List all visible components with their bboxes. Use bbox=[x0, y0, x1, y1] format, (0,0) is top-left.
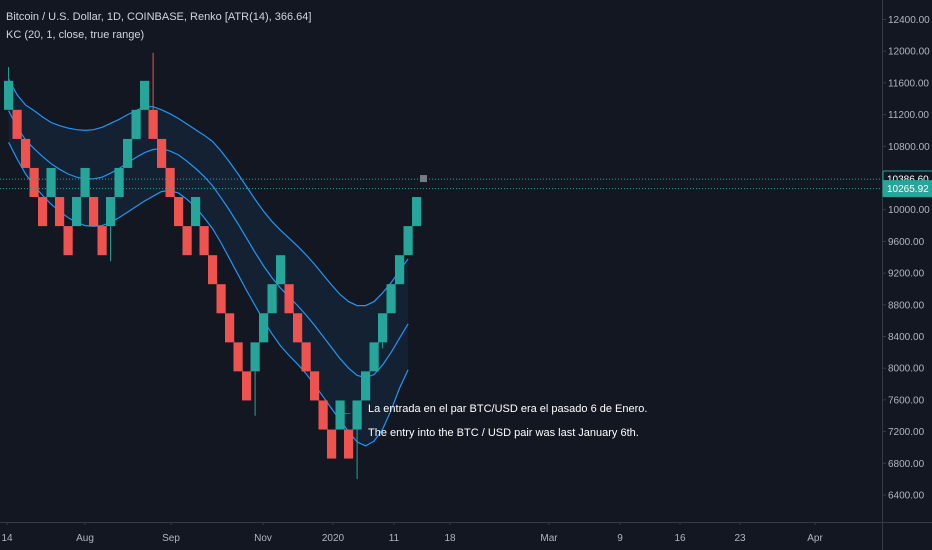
renko-brick-down[interactable] bbox=[225, 313, 235, 343]
renko-brick-up[interactable] bbox=[140, 80, 150, 110]
price-tag[interactable] bbox=[882, 180, 932, 198]
renko-brick-down[interactable] bbox=[208, 255, 218, 285]
renko-brick-down[interactable] bbox=[38, 197, 48, 227]
renko-brick-up[interactable] bbox=[114, 167, 124, 198]
renko-brick-up[interactable] bbox=[276, 255, 286, 285]
x-tick-label: Mar bbox=[540, 533, 558, 544]
chart-title: Bitcoin / U.S. Dollar, 1D, COINBASE, Ren… bbox=[6, 11, 312, 23]
renko-brick-up[interactable] bbox=[403, 226, 413, 256]
y-tick-label: 7200.00 bbox=[888, 427, 925, 438]
y-tick-label: 7600.00 bbox=[888, 395, 925, 406]
y-tick-label: 9200.00 bbox=[888, 269, 925, 280]
y-tick-label: 11200.00 bbox=[888, 110, 929, 121]
price-axis[interactable]: 6400.00 6800.00 7200.00 7600.00 8000.00 8400.… bbox=[882, 15, 932, 502]
renko-brick-down[interactable] bbox=[318, 400, 328, 430]
x-tick-label: 11 bbox=[389, 533, 400, 544]
y-tick-label: 8800.00 bbox=[888, 300, 925, 311]
y-tick-label: 12000.00 bbox=[888, 47, 930, 58]
left-arrow-icon: ← bbox=[339, 403, 353, 419]
y-tick-label: 10800.00 bbox=[888, 142, 930, 153]
renko-brick-down[interactable] bbox=[97, 226, 107, 256]
renko-brick-up[interactable] bbox=[72, 197, 82, 227]
renko-brick-down[interactable] bbox=[233, 342, 243, 372]
y-tick-label: 9600.00 bbox=[888, 237, 925, 248]
renko-brick-up[interactable] bbox=[123, 138, 133, 168]
renko-brick-down[interactable] bbox=[165, 167, 175, 198]
x-tick-label: 18 bbox=[444, 533, 456, 544]
renko-brick-down[interactable] bbox=[310, 371, 320, 401]
renko-brick-up[interactable] bbox=[378, 313, 388, 343]
keltner-middle-line bbox=[8, 110, 409, 379]
keltner-upper-line bbox=[8, 78, 409, 307]
renko-brick-up[interactable] bbox=[361, 371, 371, 401]
renko-brick-down[interactable] bbox=[12, 109, 22, 139]
renko-brick-down[interactable] bbox=[216, 284, 226, 314]
renko-brick-down[interactable] bbox=[199, 226, 209, 256]
renko-brick-up[interactable] bbox=[412, 197, 422, 227]
renko-brick-down[interactable] bbox=[301, 342, 311, 372]
renko-brick-up[interactable] bbox=[352, 400, 362, 430]
renko-brick-up[interactable] bbox=[46, 167, 56, 198]
renko-brick-down[interactable] bbox=[29, 167, 39, 198]
renko-brick-up[interactable] bbox=[386, 284, 396, 314]
renko-brick-down[interactable] bbox=[89, 197, 99, 227]
renko-brick-up[interactable] bbox=[106, 197, 116, 227]
x-tick-label: Nov bbox=[254, 533, 272, 544]
x-tick-label: 2020 bbox=[322, 533, 345, 544]
renko-brick-down[interactable] bbox=[21, 138, 31, 168]
renko-brick-down[interactable] bbox=[157, 138, 167, 168]
price-tag-label: 10386.60 bbox=[887, 175, 929, 186]
renko-brick-down[interactable] bbox=[327, 429, 337, 459]
indicator-legend: KC (20, 1, close, true range) bbox=[6, 29, 145, 41]
forming-brick bbox=[420, 175, 427, 183]
annotation-spanish: La entrada en el par BTC/USD era el pasa… bbox=[368, 403, 648, 415]
annotation-english: The entry into the BTC / USD pair was la… bbox=[368, 427, 639, 439]
renko-brick-down[interactable] bbox=[242, 371, 252, 401]
renko-brick-down[interactable] bbox=[63, 226, 73, 256]
renko-brick-down[interactable] bbox=[293, 313, 303, 343]
x-tick-label: Apr bbox=[807, 533, 823, 544]
y-tick-label: 6800.00 bbox=[888, 459, 925, 470]
renko-brick-down[interactable] bbox=[55, 197, 65, 227]
renko-brick-up[interactable] bbox=[259, 313, 269, 343]
renko-brick-down[interactable] bbox=[344, 429, 354, 459]
renko-brick-up[interactable] bbox=[369, 342, 379, 372]
x-tick-label: Sep bbox=[162, 533, 180, 544]
x-tick-label: 16 bbox=[674, 533, 686, 544]
y-tick-label: 8000.00 bbox=[888, 364, 925, 375]
renko-brick-up[interactable] bbox=[250, 342, 260, 372]
renko-brick-up[interactable] bbox=[80, 167, 90, 198]
renko-brick-up[interactable] bbox=[131, 109, 141, 139]
y-tick-label: 8400.00 bbox=[888, 332, 925, 343]
x-tick-label: 23 bbox=[734, 533, 746, 544]
renko-brick-up[interactable] bbox=[395, 255, 405, 285]
y-tick-label: 11600.00 bbox=[888, 78, 929, 89]
renko-brick-up[interactable] bbox=[267, 284, 277, 314]
time-axis[interactable]: 14 Aug Sep Nov 2020 11 18 Mar 9 16 23 Apr bbox=[1, 522, 823, 544]
renko-brick-up[interactable] bbox=[335, 400, 345, 430]
y-tick-label: 6400.00 bbox=[888, 491, 925, 502]
renko-brick-down[interactable] bbox=[182, 226, 192, 256]
renko-brick-up[interactable] bbox=[191, 197, 201, 227]
renko-brick-up[interactable] bbox=[4, 80, 14, 110]
y-tick-label: 12400.00 bbox=[888, 15, 930, 26]
renko-brick-down[interactable] bbox=[148, 109, 158, 139]
renko-brick-down[interactable] bbox=[284, 284, 294, 314]
price-lines bbox=[0, 178, 882, 190]
x-tick-label: 14 bbox=[1, 533, 13, 544]
y-tick-label: 10000.00 bbox=[888, 205, 930, 216]
x-tick-label: Aug bbox=[76, 533, 94, 544]
renko-bricks[interactable] bbox=[4, 52, 427, 480]
price-tag-label: 10265.92 bbox=[887, 184, 929, 195]
renko-brick-down[interactable] bbox=[174, 197, 184, 227]
x-tick-label: 9 bbox=[617, 533, 623, 544]
